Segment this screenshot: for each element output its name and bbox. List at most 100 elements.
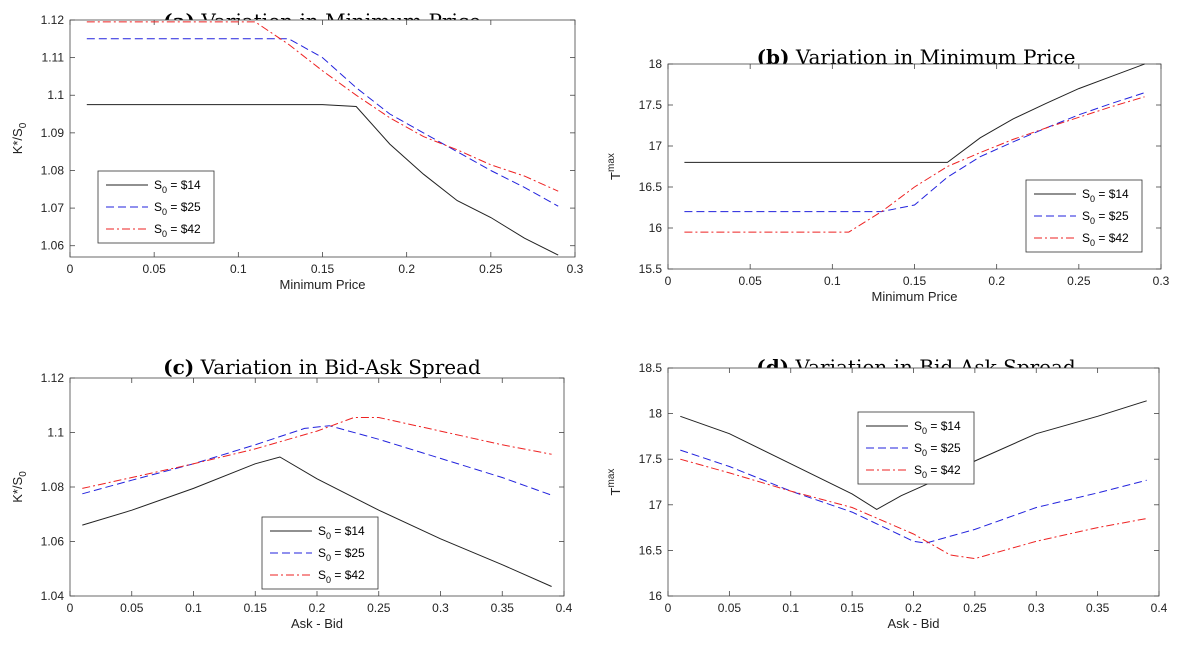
chart-title-text: Variation in Bid-Ask Spread	[194, 355, 481, 379]
legend-entry: S0 = $25	[318, 546, 365, 563]
x-tick-label: 0.3	[1028, 601, 1045, 615]
y-tick-label: 1.1	[47, 88, 64, 102]
y-axis-label-main: K*/S	[10, 476, 25, 502]
legend-entry-value: = $14	[331, 524, 365, 538]
x-tick-label: 0.1	[230, 262, 247, 276]
x-tick-label: 0	[665, 601, 672, 615]
x-tick-label: 0	[67, 262, 74, 276]
y-tick-label: 18	[649, 57, 663, 71]
x-tick-label: 0.25	[479, 262, 503, 276]
legend-entry-value: = $14	[1095, 187, 1129, 201]
legend-entry-value: = $42	[331, 568, 365, 582]
legend-entry-s: S	[914, 463, 922, 477]
chart-c: (c) Variation in Bid-Ask Spread 0 0.05 0.1 0…	[10, 355, 573, 631]
series-line-s25	[680, 449, 1147, 544]
y-tick-label: 17.5	[639, 98, 663, 112]
legend-entry: S0 = $14	[914, 419, 961, 436]
series-line-s14	[86, 104, 559, 256]
y-tick-label: 18	[649, 407, 663, 421]
x-tick-label: 0.15	[311, 262, 335, 276]
x-tick-label: 0.2	[988, 274, 1005, 288]
legend-box	[1025, 179, 1143, 253]
legend-entry-sub: 0	[922, 448, 927, 458]
chart-a: (a) Variation in Minimum Price00.050.10.…	[10, 9, 584, 292]
legend-entry-sub: 0	[162, 207, 167, 217]
y-tick-label: 1.04	[41, 589, 65, 603]
legend-entry-s: S	[914, 419, 922, 433]
legend-entry-sub: 0	[162, 229, 167, 239]
x-tick-label: 0.3	[567, 262, 584, 276]
y-tick-label: 18.5	[639, 361, 663, 375]
y-tick-label: 1.12	[41, 13, 65, 27]
legend-entry: S0 = $42	[154, 222, 201, 239]
series-line-s25	[684, 92, 1145, 213]
x-tick-label: 0.4	[1151, 601, 1168, 615]
series-line-s25	[82, 425, 552, 496]
legend-entry-sub: 0	[922, 426, 927, 436]
legend-entry: S0 = $14	[1082, 187, 1129, 204]
legend-entry-value: = $25	[331, 546, 365, 560]
series-line-s42	[86, 21, 559, 192]
y-tick-label: 17	[649, 498, 663, 512]
series-line-s42	[680, 458, 1147, 560]
legend-entry: S0 = $25	[1082, 209, 1129, 226]
chart-title-tag: (c)	[163, 355, 194, 379]
x-tick-label: 0.15	[244, 601, 268, 615]
y-tick-label: 1.11	[42, 51, 65, 65]
y-tick-label: 16.5	[639, 543, 663, 557]
series-line-s42	[684, 96, 1145, 233]
y-axis-label-sub: 0	[18, 122, 29, 128]
legend-entry-value: = $25	[1095, 209, 1129, 223]
x-tick-label: 0.3	[432, 601, 449, 615]
legend-entry-sub: 0	[326, 531, 331, 541]
legend-entry-s: S	[1082, 187, 1090, 201]
legend-entry: S0 = $14	[154, 178, 201, 195]
legend-entry-sub: 0	[326, 575, 331, 585]
y-tick-label: 1.06	[41, 535, 65, 549]
legend-box	[857, 411, 975, 485]
series-line-s25	[86, 38, 559, 207]
x-tick-label: 0.15	[903, 274, 927, 288]
x-tick-label: 0.25	[963, 601, 987, 615]
legend-entry-s: S	[318, 568, 326, 582]
x-tick-label: 0.2	[309, 601, 326, 615]
legend-entry-value: = $42	[1095, 231, 1129, 245]
y-axis-label-main: T	[608, 487, 623, 495]
x-tick-label: 0.15	[840, 601, 864, 615]
y-tick-label: 1.09	[41, 126, 65, 140]
y-axis-label-sup: max	[606, 153, 617, 172]
x-tick-label: 0.3	[1153, 274, 1170, 288]
y-tick-label: 16.5	[639, 180, 663, 194]
x-tick-label: 0.4	[556, 601, 573, 615]
y-tick-label: 1.1	[47, 426, 64, 440]
legend-entry: S0 = $14	[318, 524, 365, 541]
legend-entry: S0 = $42	[318, 568, 365, 585]
x-tick-label: 0.25	[367, 601, 391, 615]
legend-entry-value: = $14	[927, 419, 961, 433]
legend-entry-sub: 0	[922, 470, 927, 480]
x-tick-label: 0.1	[185, 601, 202, 615]
y-tick-label: 15.5	[639, 262, 663, 276]
y-axis-label: Tmax	[606, 469, 623, 496]
x-tick-label: 0.2	[905, 601, 922, 615]
y-axis-label-main: T	[608, 172, 623, 180]
x-tick-label: 0.05	[142, 262, 166, 276]
legend-entry-s: S	[318, 524, 326, 538]
legend-entry-s: S	[154, 200, 162, 214]
x-axis-label: Ask - Bid	[291, 616, 343, 631]
legend-entry-s: S	[154, 178, 162, 192]
y-tick-label: 16	[649, 589, 663, 603]
x-tick-label: 0.35	[491, 601, 515, 615]
x-tick-label: 0.05	[738, 274, 762, 288]
x-tick-label: 0.05	[718, 601, 742, 615]
y-axis-label-sup: max	[606, 469, 617, 488]
x-axis-label: Minimum Price	[872, 289, 958, 304]
legend-entry-value: = $25	[167, 200, 201, 214]
series-line-s14	[82, 456, 552, 587]
y-tick-label: 17	[649, 139, 663, 153]
